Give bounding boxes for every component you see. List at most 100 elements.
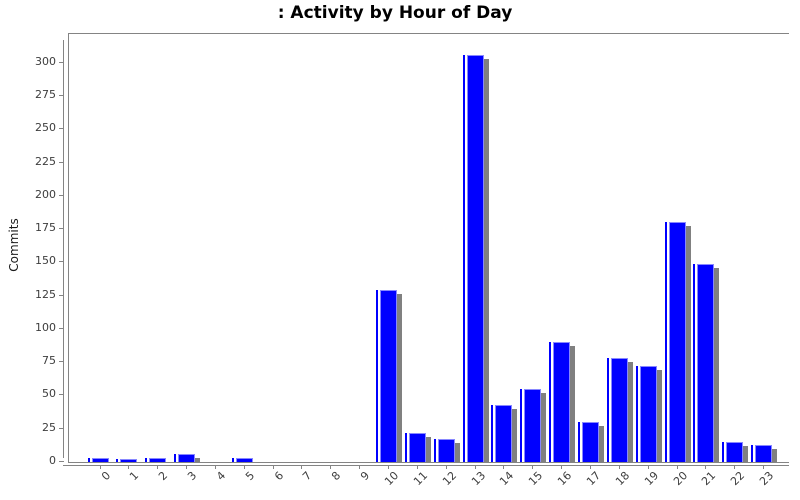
bar-hour-0 (92, 458, 109, 462)
x-tick-label: 9 (358, 469, 373, 484)
y-axis-spine (63, 40, 64, 458)
y-tick-label: 275 (35, 88, 56, 101)
x-tick (388, 466, 389, 469)
bar-shadow (426, 437, 431, 462)
x-tick-label: 2 (156, 469, 171, 484)
y-tick-label: 225 (35, 155, 56, 168)
bar-shadow (484, 59, 489, 462)
bar-hour-2 (149, 458, 166, 462)
bar-sliver (376, 290, 378, 462)
x-tick (128, 466, 129, 469)
y-tick (59, 361, 64, 362)
bar-sliver (88, 458, 90, 462)
x-tick-label: 0 (99, 469, 114, 484)
x-tick (475, 466, 476, 469)
bar-hour-12 (438, 439, 455, 462)
bar-hour-22 (726, 442, 743, 462)
x-tick-label: 20 (671, 469, 691, 489)
x-tick (157, 466, 158, 469)
bar-hour-23 (755, 445, 772, 462)
x-tick (763, 466, 764, 469)
x-tick-label: 22 (728, 469, 748, 489)
bar-hour-11 (409, 433, 426, 462)
bar-sliver (434, 439, 436, 462)
bar-sliver (405, 433, 407, 462)
y-tick-label: 250 (35, 121, 56, 134)
y-tick-label: 0 (49, 454, 56, 467)
y-tick-label: 25 (42, 421, 56, 434)
bar-shadow (397, 294, 402, 462)
y-tick (59, 195, 64, 196)
bar-sliver (636, 366, 638, 462)
bar-hour-20 (669, 222, 686, 462)
bar-hour-16 (553, 342, 570, 462)
x-tick (648, 466, 649, 469)
bar-shadow (714, 268, 719, 462)
x-tick-label: 3 (185, 469, 200, 484)
y-tick (59, 261, 64, 262)
y-tick (59, 394, 64, 395)
x-tick (619, 466, 620, 469)
x-tick-label: 17 (584, 469, 604, 489)
x-tick-label: 1 (127, 469, 142, 484)
y-tick (59, 328, 64, 329)
x-tick (532, 466, 533, 469)
y-tick-label: 100 (35, 321, 56, 334)
x-tick (590, 466, 591, 469)
x-tick (359, 466, 360, 469)
x-tick (503, 466, 504, 469)
x-tick-label: 5 (243, 469, 258, 484)
x-tick (446, 466, 447, 469)
y-tick (59, 228, 64, 229)
bar-sliver (232, 458, 234, 462)
x-tick-label: 21 (699, 469, 719, 489)
x-tick-label: 8 (329, 469, 344, 484)
bar-sliver (665, 222, 667, 462)
x-tick (417, 466, 418, 469)
bar-sliver (491, 405, 493, 462)
bar-shadow (512, 409, 517, 462)
x-tick-label: 23 (757, 469, 777, 489)
x-tick-label: 13 (469, 469, 489, 489)
x-tick (705, 466, 706, 469)
bar-hour-3 (178, 454, 195, 462)
bar-shadow (772, 449, 777, 462)
bar-sliver (722, 442, 724, 462)
bar-sliver (116, 459, 118, 462)
bar-sliver (520, 389, 522, 462)
bar-hour-17 (582, 422, 599, 462)
x-tick-label: 6 (272, 469, 287, 484)
x-tick (100, 466, 101, 469)
x-tick-label: 12 (440, 469, 460, 489)
x-tick-label: 10 (382, 469, 402, 489)
x-tick (215, 466, 216, 469)
bar-shadow (686, 226, 691, 462)
bar-hour-1 (120, 459, 137, 462)
bar-shadow (743, 446, 748, 462)
y-tick (59, 128, 64, 129)
bar-sliver (578, 422, 580, 462)
bar-hour-5 (236, 458, 253, 462)
bar-shadow (599, 426, 604, 462)
y-tick (59, 162, 64, 163)
x-tick (330, 466, 331, 469)
bar-hour-21 (697, 264, 714, 462)
y-tick (59, 295, 64, 296)
y-tick (59, 62, 64, 63)
y-tick-label: 50 (42, 387, 56, 400)
y-tick-label: 175 (35, 221, 56, 234)
x-axis-spine (63, 465, 789, 466)
x-tick (244, 466, 245, 469)
x-tick-label: 4 (214, 469, 229, 484)
bar-sliver (145, 458, 147, 462)
bar-sliver (693, 264, 695, 462)
bar-shadow (570, 346, 575, 462)
x-tick-label: 18 (613, 469, 633, 489)
bar-sliver (607, 358, 609, 462)
bar-hour-10 (380, 290, 397, 462)
bar-sliver (549, 342, 551, 462)
y-tick (59, 95, 64, 96)
y-tick (59, 428, 64, 429)
chart-title: : Activity by Hour of Day (277, 3, 513, 23)
